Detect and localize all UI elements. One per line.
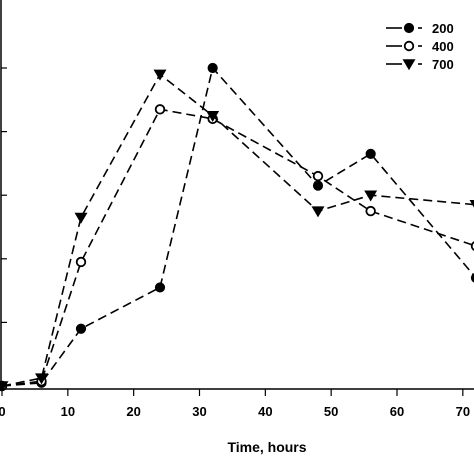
series-200 xyxy=(0,62,474,392)
legend: 200 400 700 xyxy=(386,21,454,72)
data-point-200 xyxy=(75,323,87,334)
data-point-700 xyxy=(311,206,325,218)
data-point-700 xyxy=(402,59,416,71)
x-tick-label: 20 xyxy=(126,404,140,419)
data-point-200 xyxy=(365,148,376,159)
series-line-700 xyxy=(1,73,474,387)
x-axis-label: Time, hours xyxy=(227,439,306,455)
data-point-700 xyxy=(35,373,48,385)
series-700 xyxy=(0,69,474,393)
data-point-400 xyxy=(154,104,166,115)
x-tick-label: 70 xyxy=(456,404,470,419)
data-point-200 xyxy=(470,273,474,283)
data-point-700 xyxy=(0,381,9,393)
data-point-400 xyxy=(75,256,87,268)
legend-item-700: 700 xyxy=(386,57,454,72)
data-point-200 xyxy=(154,282,166,293)
x-tick-label: 60 xyxy=(390,404,404,419)
data-point-200 xyxy=(403,22,415,34)
data-point-400 xyxy=(365,205,376,217)
x-tick-label: 50 xyxy=(324,404,338,419)
series-line-400 xyxy=(1,108,474,387)
series-layer xyxy=(0,62,474,393)
legend-label: 700 xyxy=(432,57,454,72)
legend-item-200: 200 xyxy=(386,21,454,36)
x-tick-label: 10 xyxy=(61,404,75,419)
data-point-700 xyxy=(469,200,474,208)
data-point-400 xyxy=(312,170,324,182)
data-point-400 xyxy=(403,40,415,52)
x-tick-label: 40 xyxy=(258,404,272,419)
data-point-400 xyxy=(470,241,474,251)
data-point-700 xyxy=(74,212,88,224)
data-point-200 xyxy=(207,62,218,74)
data-point-700 xyxy=(153,69,167,81)
legend-item-400: 400 xyxy=(386,39,454,54)
data-point-200 xyxy=(312,180,324,191)
x-tick-label: 30 xyxy=(192,404,206,419)
axes: 0 10 20 30 40 50 60 70 xyxy=(0,0,474,419)
data-point-700 xyxy=(206,111,220,123)
data-point-700 xyxy=(364,190,378,202)
legend-label: 200 xyxy=(432,21,454,36)
series-400 xyxy=(0,104,474,392)
series-line-200 xyxy=(1,66,474,387)
x-tick-label: 0 xyxy=(0,404,6,419)
legend-label: 400 xyxy=(432,39,454,54)
